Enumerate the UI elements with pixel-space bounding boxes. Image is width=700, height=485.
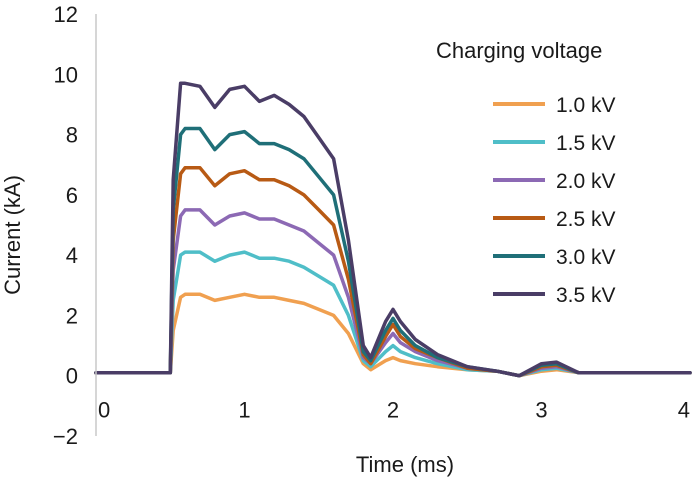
x-axis-ticks: 0 1 2 3 4 xyxy=(98,398,690,423)
legend-label: 1.5 kV xyxy=(556,132,616,155)
y-tick-label: 8 xyxy=(66,123,78,148)
x-tick-label: 3 xyxy=(535,398,547,423)
legend-label: 1.0 kV xyxy=(556,94,616,117)
y-tick-label: 6 xyxy=(66,183,78,208)
y-tick-label: 0 xyxy=(66,364,78,389)
y-tick-label: 2 xyxy=(66,303,78,328)
y-tick-label: 12 xyxy=(54,2,78,27)
x-axis-title: Time (ms) xyxy=(356,452,454,477)
legend: Charging voltage 1.0 kV 1.5 kV 2.0 kV 2.5 k… xyxy=(436,38,616,307)
legend-label: 3.5 kV xyxy=(556,284,616,307)
series-line-5 xyxy=(94,81,692,378)
legend-label: 3.0 kV xyxy=(556,246,616,269)
y-axis-ticks: −2 0 2 4 6 8 10 12 xyxy=(53,2,78,449)
x-tick-label: 4 xyxy=(678,398,690,423)
legend-label: 2.0 kV xyxy=(556,170,616,193)
y-tick-label: 4 xyxy=(66,243,78,268)
series-lines xyxy=(94,81,692,378)
legend-title: Charging voltage xyxy=(436,38,602,63)
y-tick-label: −2 xyxy=(53,424,78,449)
y-axis-title: Current (kA) xyxy=(0,175,25,295)
legend-label: 2.5 kV xyxy=(556,208,616,231)
y-tick-label: 10 xyxy=(54,62,78,87)
x-tick-label: 0 xyxy=(98,398,110,423)
x-tick-label: 1 xyxy=(238,398,250,423)
x-tick-label: 2 xyxy=(387,398,399,423)
legend-items: 1.0 kV 1.5 kV 2.0 kV 2.5 kV 3.0 kV 3.5 kV xyxy=(493,94,616,307)
